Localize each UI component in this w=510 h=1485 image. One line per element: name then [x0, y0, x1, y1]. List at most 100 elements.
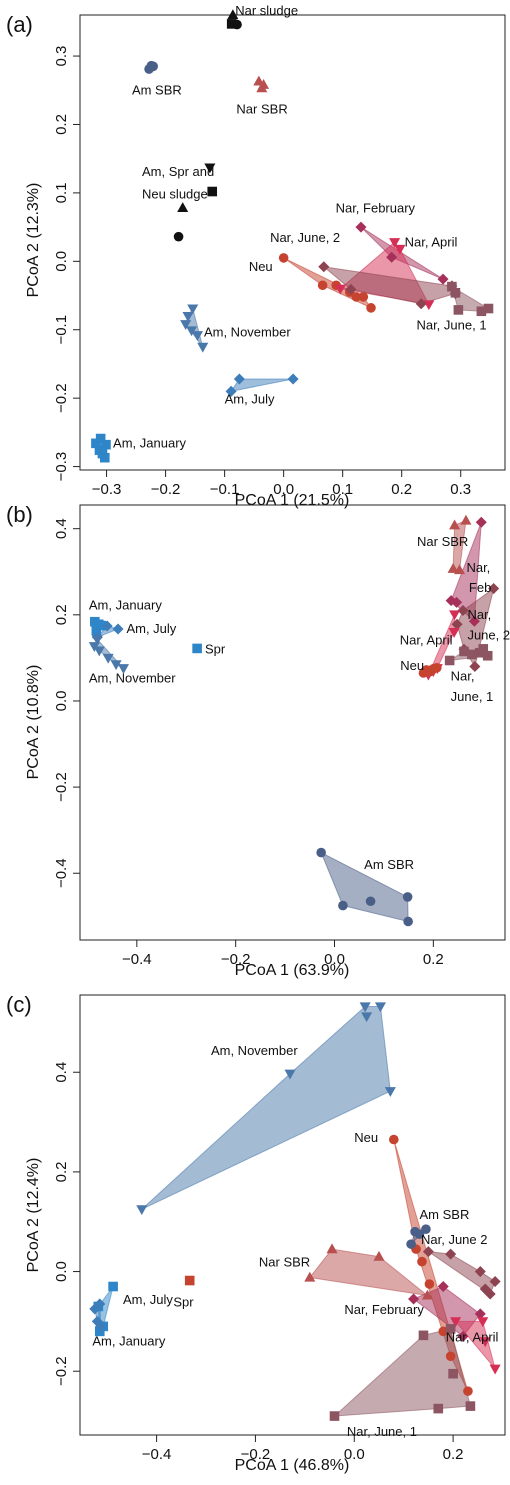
data-point — [478, 644, 489, 654]
x-tick-label: 0.0 — [324, 951, 345, 968]
data-point — [204, 163, 216, 174]
group-label: Neu — [400, 658, 424, 673]
data-point — [318, 261, 330, 273]
data-point — [232, 19, 242, 30]
data-point — [447, 281, 457, 292]
data-point — [445, 1248, 457, 1260]
data-point — [191, 331, 203, 341]
data-point — [438, 1326, 449, 1337]
hull-nar-april — [454, 1320, 496, 1370]
group-label: Am SBR — [364, 857, 414, 872]
data-point — [445, 1351, 456, 1362]
data-point — [477, 1317, 489, 1328]
x-tick-label: −0.2 — [241, 1446, 271, 1463]
y-tick-label: −0.2 — [53, 1356, 70, 1386]
data-point — [287, 373, 299, 385]
x-tick-label: −0.2 — [221, 951, 251, 968]
data-point — [110, 660, 122, 671]
group-label: Nar, April — [446, 1329, 499, 1344]
plot-frame — [79, 14, 506, 471]
group-label: Nar, — [467, 607, 491, 622]
x-tick-label: 0.2 — [443, 1446, 464, 1463]
group-label: Nar, June 2 — [421, 1232, 488, 1247]
hull-am-july — [230, 378, 294, 393]
data-point — [384, 1087, 396, 1097]
panel-letter: (a) — [6, 12, 33, 37]
data-point — [366, 303, 376, 313]
hulls — [95, 65, 490, 460]
data-point — [99, 452, 110, 463]
data-point — [421, 1289, 433, 1300]
data-point — [421, 1224, 431, 1235]
data-point — [450, 287, 461, 298]
data-point — [112, 623, 124, 635]
y-tick-label: 0.0 — [53, 251, 70, 272]
data-point — [148, 61, 158, 72]
y-tick-label: −0.1 — [53, 315, 70, 345]
group-label: Am, January — [92, 1333, 165, 1348]
group-label: Nar, February — [336, 201, 416, 216]
hull-nar-sbr — [308, 1248, 430, 1297]
data-point — [373, 1250, 385, 1261]
data-point — [467, 649, 477, 660]
points — [91, 9, 494, 463]
data-point — [317, 280, 328, 291]
x-axis-title: PCoA 1 (63.9%) — [235, 962, 350, 979]
data-point — [475, 516, 487, 528]
data-point — [334, 284, 346, 295]
data-point — [447, 562, 459, 573]
y-tick-label: 0.2 — [53, 1161, 70, 1182]
y-tick-label: −0.2 — [53, 383, 70, 413]
group-label: Nar, April — [400, 633, 453, 648]
data-point — [463, 1386, 473, 1396]
x-axis-title: PCoA 1 (46.8%) — [235, 1457, 350, 1474]
data-point — [454, 564, 466, 575]
data-point — [278, 253, 289, 263]
data-point — [355, 221, 367, 233]
data-point — [227, 9, 239, 20]
group-label: Spr — [173, 1294, 194, 1309]
group-label: Nar SBR — [417, 534, 468, 549]
data-point — [177, 202, 189, 213]
data-point — [437, 273, 449, 285]
data-point — [448, 627, 460, 638]
data-point — [233, 373, 245, 385]
data-point — [448, 1368, 458, 1379]
group-label: Am SBR — [132, 82, 182, 97]
data-point — [187, 304, 199, 315]
data-point — [284, 1069, 296, 1080]
data-point — [207, 186, 218, 197]
data-point — [488, 583, 500, 595]
plot-frame — [79, 994, 506, 1436]
group-label: Nar, February — [344, 1302, 424, 1317]
x-tick-label: −0.4 — [122, 951, 152, 968]
data-point — [451, 596, 463, 608]
point-labels: Am, January Am, July Am, November Spr Am SBR… — [89, 534, 510, 872]
group-label: Neu sludge — [142, 186, 208, 201]
group-label: Feb — [469, 580, 491, 595]
data-point — [459, 646, 469, 657]
x-tick-label: 0.0 — [273, 481, 294, 498]
hulls — [93, 519, 495, 923]
data-point — [182, 311, 194, 322]
x-tick-label: −0.3 — [92, 481, 122, 498]
data-point — [304, 1271, 316, 1282]
group-label: Nar, June, 1 — [416, 318, 486, 333]
data-point — [326, 1243, 338, 1254]
data-point — [94, 1298, 106, 1310]
y-tick-label: 0.2 — [53, 114, 70, 135]
group-label: Neu — [354, 1130, 378, 1145]
data-point — [389, 1134, 399, 1145]
group-label: Nar, — [451, 669, 475, 684]
data-point — [479, 1337, 491, 1348]
data-point — [453, 305, 464, 315]
data-point — [192, 643, 202, 654]
x-tick-label: −0.2 — [151, 481, 181, 498]
data-point — [91, 635, 103, 646]
y-tick-label: 0.0 — [53, 1261, 70, 1282]
data-point — [408, 1293, 420, 1305]
hull-nar-june-2 — [322, 266, 457, 305]
x-tick-label: 0.3 — [450, 481, 471, 498]
group-label: Nar sludge — [235, 3, 298, 18]
